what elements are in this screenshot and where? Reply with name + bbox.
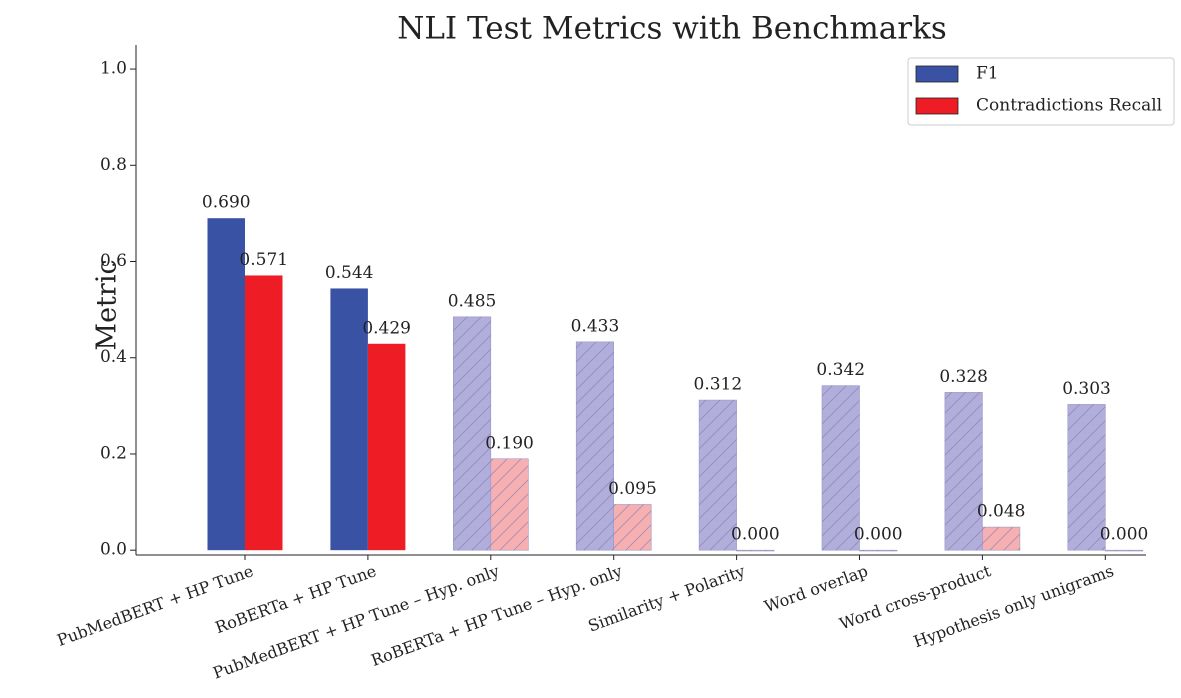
bar-hatch	[453, 316, 491, 551]
bar	[367, 343, 406, 551]
bar-hatch	[490, 458, 529, 551]
value-label: 0.544	[325, 263, 374, 283]
x-tick-label: PubMedBERT + HP Tune	[54, 561, 255, 650]
bar-hatch	[822, 385, 860, 551]
value-label: 0.048	[977, 502, 1026, 522]
value-label: 0.000	[1100, 525, 1149, 545]
y-tick-label: 0.2	[100, 443, 127, 463]
value-label: 0.000	[854, 525, 903, 545]
value-label: 0.690	[202, 193, 251, 213]
bar-hatch	[576, 341, 614, 551]
value-label: 0.429	[362, 318, 411, 338]
bar-hatch	[944, 392, 983, 551]
bar-hatch	[736, 550, 775, 551]
y-tick-label: 1.0	[100, 59, 127, 79]
value-label: 0.571	[239, 250, 288, 270]
value-label: 0.303	[1062, 379, 1111, 399]
value-label: 0.190	[485, 433, 534, 453]
x-tick-label: Word overlap	[762, 561, 871, 616]
y-tick-label: 0.6	[100, 251, 127, 271]
value-label: 0.342	[816, 360, 865, 380]
legend-label: F1	[976, 64, 999, 84]
value-label: 0.328	[939, 367, 988, 387]
value-label: 0.433	[571, 316, 620, 336]
y-tick-label: 0.4	[100, 347, 127, 367]
legend-swatch	[915, 65, 959, 83]
legend-box	[907, 57, 1175, 126]
value-label: 0.485	[448, 291, 497, 311]
bar-hatch	[1105, 550, 1143, 551]
y-tick-label: 0.8	[100, 155, 127, 175]
bar-hatch	[613, 504, 652, 551]
bar	[245, 275, 283, 551]
value-label: 0.000	[731, 525, 780, 545]
x-tick-label: Hypothesis only unigrams	[911, 561, 1116, 651]
value-label: 0.095	[608, 479, 657, 499]
bar-hatch	[859, 550, 897, 551]
value-label: 0.312	[694, 375, 743, 395]
chart-title: NLI Test Metrics with Benchmarks	[397, 11, 947, 47]
y-tick-label: 0.0	[100, 540, 127, 560]
bar-hatch	[699, 400, 737, 551]
y-axis-label: Metric	[92, 259, 123, 350]
bar	[330, 288, 368, 551]
legend-label: Contradictions Recall	[976, 96, 1162, 116]
bar-hatch	[1067, 404, 1106, 551]
legend-swatch	[915, 97, 959, 115]
bar-hatch	[982, 527, 1020, 551]
bar	[207, 218, 245, 551]
